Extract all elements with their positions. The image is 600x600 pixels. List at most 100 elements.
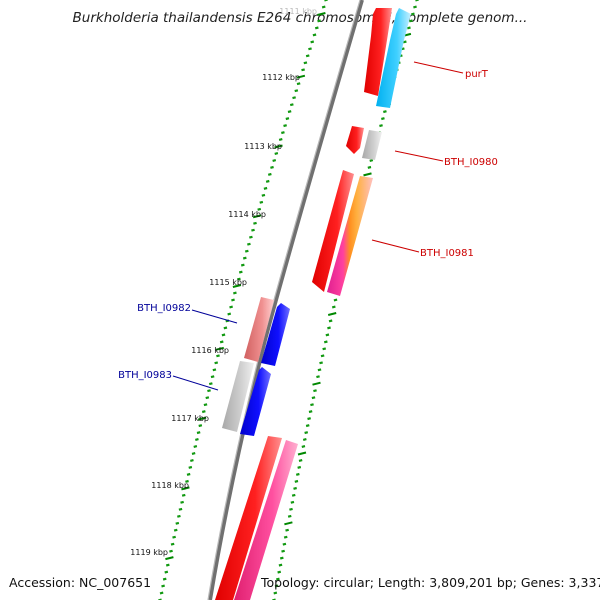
minor-tick xyxy=(173,528,178,532)
minor-tick xyxy=(379,124,383,128)
callout-line-bth-i0982 xyxy=(191,309,238,324)
minor-tick xyxy=(257,207,262,211)
minor-tick xyxy=(278,138,283,141)
gene-label-bth-i0982[interactable]: BTH_I0982 xyxy=(137,303,191,314)
minor-tick xyxy=(273,591,278,595)
minor-tick xyxy=(276,577,280,581)
minor-tick xyxy=(312,33,317,37)
minor-tick xyxy=(196,431,201,435)
minor-tick xyxy=(265,179,270,183)
gene-pink-long[interactable] xyxy=(234,440,298,600)
minor-tick xyxy=(240,263,245,267)
minor-tick xyxy=(281,131,285,135)
minor-tick xyxy=(161,584,165,588)
gene-bth-i0983-gray[interactable] xyxy=(222,361,254,432)
minor-tick xyxy=(407,26,411,30)
minor-tick xyxy=(314,26,319,30)
minor-tick xyxy=(159,591,164,595)
minor-tick xyxy=(219,340,224,344)
minor-tick xyxy=(294,479,299,483)
minor-tick xyxy=(170,542,175,546)
gene-bth-i0982-blue-arrow[interactable] xyxy=(261,303,290,366)
accession-text: Accession: NC_007651 xyxy=(9,575,152,590)
gene-bth-i0980-gray[interactable] xyxy=(362,130,382,160)
minor-tick xyxy=(207,389,211,393)
gene-label-bth-i0980[interactable]: BTH_I0980 xyxy=(444,157,498,168)
major-tick xyxy=(181,486,190,491)
minor-tick xyxy=(287,514,292,518)
minor-tick xyxy=(317,19,321,23)
minor-tick xyxy=(186,472,191,476)
minor-tick xyxy=(325,333,330,337)
gene-label-purT[interactable]: purT xyxy=(465,69,489,80)
minor-tick xyxy=(298,459,303,462)
minor-tick xyxy=(367,165,372,169)
tick-label-1116: 1116 kbp xyxy=(191,346,229,355)
gene-bth-i0980-red-arrow[interactable] xyxy=(346,126,364,154)
minor-tick xyxy=(169,549,173,553)
minor-tick xyxy=(227,312,232,316)
minor-tick xyxy=(214,361,219,365)
minor-tick xyxy=(185,479,189,483)
minor-tick xyxy=(210,375,215,379)
gene-red-long[interactable] xyxy=(215,436,282,600)
minor-tick xyxy=(305,54,310,58)
minor-tick xyxy=(208,382,213,386)
gene-label-bth-i0981[interactable]: BTH_I0981 xyxy=(420,248,474,259)
major-tick xyxy=(197,416,207,421)
gene-cyan-arrow[interactable] xyxy=(376,8,411,108)
minor-tick xyxy=(313,389,317,393)
minor-tick xyxy=(383,110,387,114)
tick-label-1117: 1117 kbp xyxy=(171,414,209,423)
minor-tick xyxy=(242,256,247,260)
minor-tick xyxy=(322,347,327,351)
minor-tick xyxy=(178,507,183,511)
gene-bth-i0983-blue-arrow[interactable] xyxy=(240,367,271,436)
minor-tick xyxy=(198,424,203,428)
minor-tick xyxy=(321,5,326,9)
minor-tick xyxy=(205,396,210,400)
major-tick xyxy=(317,12,326,16)
minor-tick xyxy=(328,319,333,323)
minor-tick xyxy=(193,445,198,448)
major-tick xyxy=(297,451,307,456)
minor-tick xyxy=(411,12,415,16)
minor-tick xyxy=(310,40,315,44)
tick-label-1113: 1113 kbp xyxy=(244,142,282,151)
minor-tick xyxy=(259,200,264,204)
major-tick xyxy=(274,144,283,149)
minor-tick xyxy=(316,375,320,379)
minor-tick xyxy=(292,96,296,100)
callout-line-bth-i0981 xyxy=(371,239,420,253)
minor-tick xyxy=(283,535,288,539)
gene-purT-arrow[interactable] xyxy=(364,8,392,96)
minor-tick xyxy=(301,445,306,448)
minor-tick xyxy=(294,89,299,93)
minor-tick xyxy=(413,5,417,9)
minor-tick xyxy=(274,584,279,588)
callout-line-purT xyxy=(413,61,464,74)
minor-tick xyxy=(190,459,194,462)
minor-tick xyxy=(274,152,279,155)
gene-bth-i0982-salmon[interactable] xyxy=(244,297,274,362)
gene-bth-i0981-stripe[interactable] xyxy=(327,176,373,296)
gene-label-bth-i0983[interactable]: BTH_I0983 xyxy=(118,370,172,381)
minor-tick xyxy=(305,424,310,428)
minor-tick xyxy=(172,535,176,539)
minor-tick xyxy=(295,472,300,476)
minor-tick xyxy=(283,124,287,128)
topology-text: Topology: circular; Length: 3,809,201 bp… xyxy=(261,575,600,590)
backbone xyxy=(208,0,364,600)
minor-tick xyxy=(238,270,243,274)
minor-tick xyxy=(331,305,336,309)
minor-tick xyxy=(285,528,289,532)
minor-tick xyxy=(409,19,413,23)
minor-tick xyxy=(201,410,206,414)
minor-tick xyxy=(251,228,255,232)
gene-bth-i0981-red[interactable] xyxy=(312,170,354,292)
minor-tick xyxy=(212,368,217,372)
minor-tick xyxy=(282,542,287,546)
minor-tick xyxy=(233,291,237,295)
major-tick xyxy=(215,346,225,351)
